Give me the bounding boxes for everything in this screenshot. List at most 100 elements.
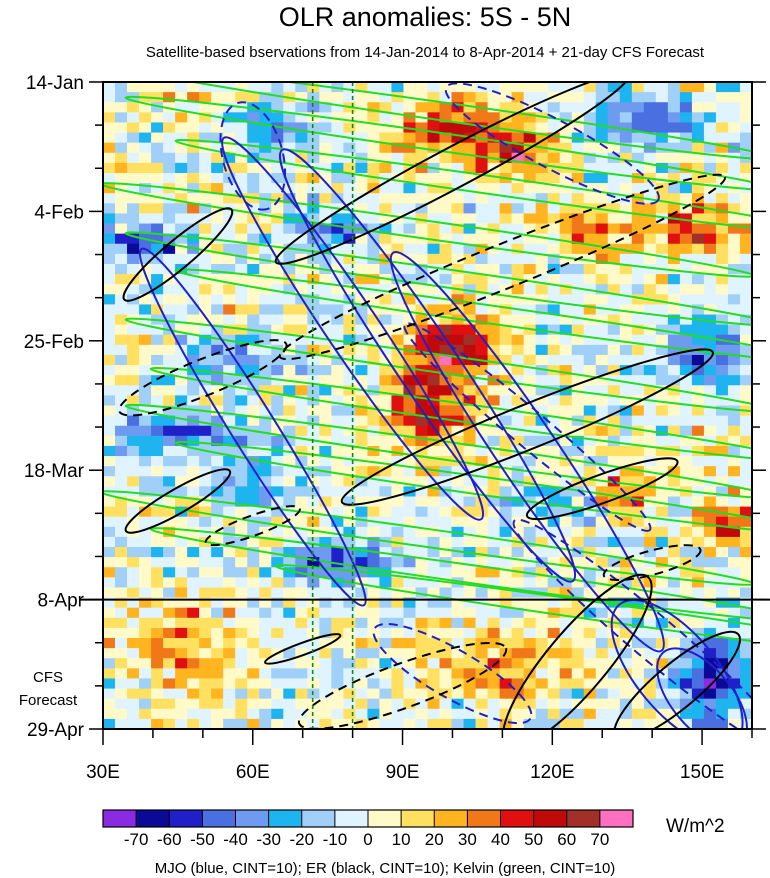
x-tick-label: 90E [386,762,420,783]
heatmap-cell [391,354,405,366]
heatmap-cell [139,506,152,518]
heatmap-cell [559,516,573,528]
heatmap-cell [319,516,332,528]
heatmap-cell [499,678,513,690]
heatmap-cell [199,172,212,184]
heatmap-cell [271,122,284,134]
heatmap-cell [127,577,140,589]
heatmap-cell [367,172,381,184]
heatmap-cell [703,486,717,498]
heatmap-cell [547,344,561,356]
heatmap-cell [451,668,465,680]
heatmap-cell [223,678,236,690]
heatmap-cell [319,142,332,154]
heatmap-cell [139,334,152,346]
heatmap-cell [667,375,681,386]
heatmap-cell [523,122,537,134]
heatmap-cell [715,405,729,417]
heatmap-cell [559,678,573,690]
heatmap-cell [655,425,669,437]
heatmap-cell [355,172,369,184]
heatmap-cell [379,243,393,255]
heatmap-cell [715,183,729,194]
heatmap-cell [127,587,140,599]
heatmap-cell [427,425,441,437]
heatmap-cell [727,688,741,700]
heatmap-cell [667,557,681,568]
heatmap-cell [115,536,128,548]
heatmap-cell [679,223,693,235]
heatmap-cell [319,354,332,366]
heatmap-cell [619,274,633,285]
heatmap-cell [211,688,224,700]
heatmap-cell [283,233,296,245]
heatmap-cell [643,82,657,93]
heatmap-cell [727,435,741,447]
heatmap-cell [127,344,140,356]
heatmap-cell [511,607,525,619]
heatmap-cell [475,92,489,103]
heatmap-cell [247,617,260,629]
heatmap-cell [487,547,501,558]
heatmap-cell [595,577,609,589]
heatmap-cell [715,132,729,144]
heatmap-cell [199,668,212,680]
heatmap-cell [151,445,164,457]
heatmap-cell [283,658,296,669]
heatmap-cell [523,233,537,245]
heatmap-cell [739,587,752,599]
heatmap-cell [379,496,393,508]
heatmap-cell [211,415,224,427]
heatmap-cell [643,547,657,558]
heatmap-cell [511,314,525,326]
heatmap-cell [343,617,356,629]
heatmap-cell [487,708,501,720]
heatmap-cell [343,344,356,356]
heatmap-cell [619,102,633,113]
heatmap-cell [463,557,477,568]
heatmap-cell [307,132,320,144]
heatmap-cell [451,172,465,184]
heatmap-cell [223,627,236,639]
heatmap-cell [499,102,513,113]
heatmap-cell [223,233,236,245]
heatmap-cell [559,445,573,457]
heatmap-cell [643,567,657,578]
heatmap-cell [715,678,729,690]
heatmap-cell [151,294,164,306]
heatmap-cell [511,648,525,659]
heatmap-cell [427,193,441,204]
heatmap-cell [499,658,513,669]
heatmap-cell [547,223,561,235]
heatmap-cell [499,415,513,427]
heatmap-cell [307,607,320,619]
heatmap-cell [235,122,248,134]
heatmap-cell [163,587,176,599]
heatmap-cell [103,445,116,457]
heatmap-cell [343,183,356,194]
heatmap-cell [331,122,344,134]
heatmap-cell [439,172,453,184]
heatmap-cell [679,587,693,599]
heatmap-cell [355,203,369,215]
heatmap-cell [727,698,741,710]
heatmap-cell [487,223,501,235]
heatmap-cell [679,435,693,447]
heatmap-cell [199,314,212,326]
heatmap-cell [163,304,176,316]
heatmap-cell [523,274,537,285]
heatmap-cell [139,547,152,558]
heatmap-cell [463,92,477,103]
heatmap-cell [583,354,597,366]
heatmap-cell [127,466,140,477]
heatmap-cell [175,496,188,508]
heatmap-cell [271,132,284,144]
heatmap-cell [367,112,381,124]
heatmap-cell [535,617,549,629]
heatmap-cell [439,597,453,609]
heatmap-cell [463,253,477,265]
heatmap-cell [511,284,525,295]
heatmap-cell [415,506,429,518]
heatmap-cell [127,597,140,609]
heatmap-cell [211,435,224,447]
